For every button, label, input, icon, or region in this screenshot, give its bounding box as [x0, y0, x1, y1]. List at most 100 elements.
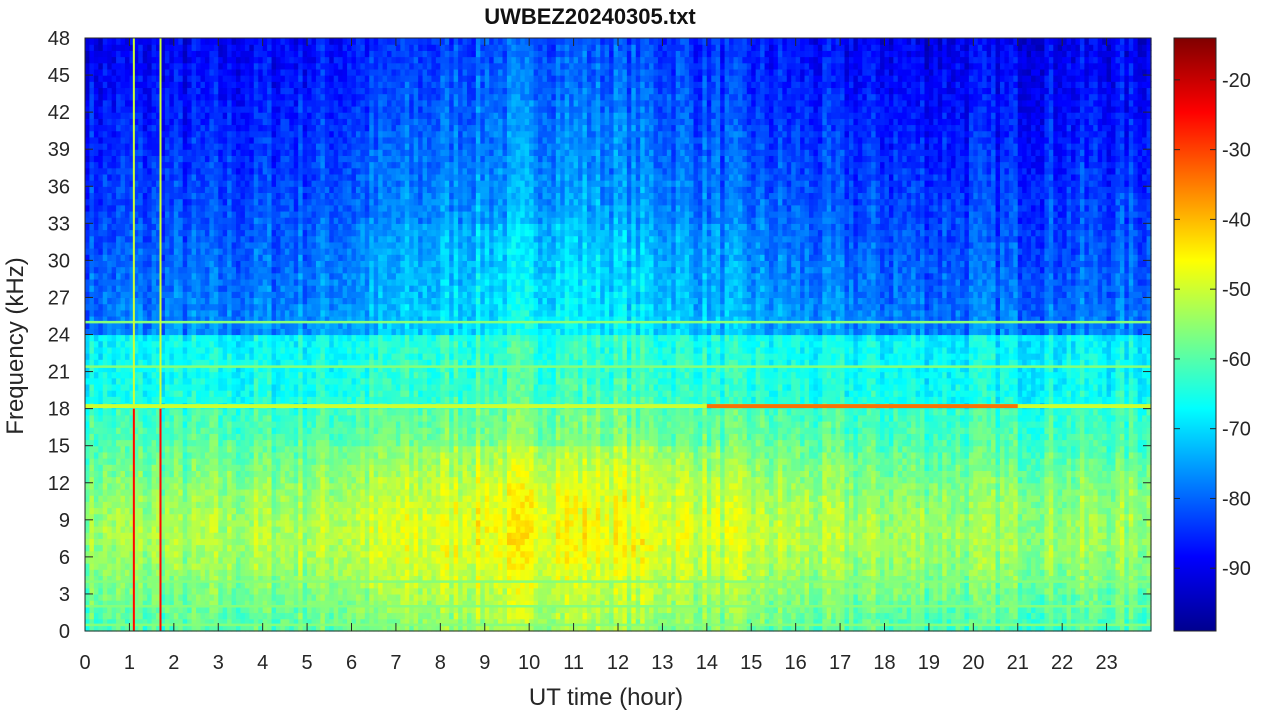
- heatmap-cell: [249, 458, 254, 465]
- heatmap-cell: [307, 520, 312, 527]
- heatmap-cell: [187, 477, 192, 484]
- heatmap-cell: [138, 100, 143, 107]
- heatmap-cell: [103, 390, 108, 397]
- heatmap-cell: [103, 538, 108, 545]
- heatmap-cell: [103, 421, 108, 428]
- heatmap-cell: [254, 612, 259, 619]
- heatmap-cell: [165, 520, 170, 527]
- heatmap-cell: [232, 520, 237, 527]
- heatmap-cell: [263, 186, 268, 193]
- heatmap-cell: [200, 248, 205, 255]
- heatmap-cell: [183, 545, 188, 552]
- heatmap-cell: [183, 279, 188, 286]
- heatmap-cell: [94, 199, 99, 206]
- heatmap-cell: [183, 124, 188, 131]
- heatmap-cell: [312, 199, 317, 206]
- heatmap-cell: [236, 304, 241, 311]
- heatmap-cell: [143, 143, 148, 150]
- heatmap-cell: [143, 242, 148, 249]
- heatmap-cell: [138, 211, 143, 218]
- heatmap-cell: [214, 223, 219, 230]
- heatmap-cell: [298, 409, 303, 416]
- heatmap-cell: [236, 106, 241, 113]
- heatmap-cell: [169, 390, 174, 397]
- heatmap-cell: [98, 131, 103, 138]
- heatmap-cell: [258, 192, 263, 199]
- heatmap-cell: [205, 390, 210, 397]
- heatmap-cell: [138, 347, 143, 354]
- heatmap-cell: [112, 285, 117, 292]
- heatmap-cell: [89, 279, 94, 286]
- heatmap-cell: [280, 588, 285, 595]
- heatmap-cell: [236, 50, 241, 57]
- heatmap-cell: [214, 100, 219, 107]
- heatmap-cell: [263, 223, 268, 230]
- heatmap-cell: [307, 118, 312, 125]
- heatmap-cell: [289, 87, 294, 94]
- heatmap-cell: [276, 427, 281, 434]
- heatmap-cell: [121, 477, 126, 484]
- heatmap-cell: [249, 149, 254, 156]
- heatmap-cell: [107, 464, 112, 471]
- heatmap-cell: [174, 409, 179, 416]
- heatmap-cell: [214, 551, 219, 558]
- heatmap-cell: [125, 341, 130, 348]
- heatmap-cell: [116, 446, 121, 453]
- heatmap-cell: [240, 106, 245, 113]
- heatmap-cell: [121, 440, 126, 447]
- heatmap-cell: [187, 483, 192, 490]
- heatmap-cell: [174, 489, 179, 496]
- heatmap-cell: [89, 149, 94, 156]
- heatmap-cell: [272, 131, 277, 138]
- heatmap-cell: [174, 180, 179, 187]
- heatmap-cell: [258, 384, 263, 391]
- heatmap-cell: [85, 409, 90, 416]
- heatmap-cell: [112, 415, 117, 422]
- heatmap-cell: [103, 612, 108, 619]
- heatmap-cell: [85, 279, 90, 286]
- heatmap-cell: [272, 415, 277, 422]
- heatmap-cell: [254, 155, 259, 162]
- heatmap-cell: [227, 75, 232, 82]
- heatmap-cell: [183, 409, 188, 416]
- heatmap-cell: [192, 57, 197, 64]
- heatmap-cell: [178, 291, 183, 298]
- heatmap-cell: [165, 372, 170, 379]
- heatmap-cell: [138, 106, 143, 113]
- heatmap-cell: [192, 217, 197, 224]
- heatmap-cell: [240, 38, 245, 45]
- heatmap-cell: [236, 390, 241, 397]
- heatmap-cell: [312, 75, 317, 82]
- heatmap-cell: [121, 162, 126, 169]
- heatmap-cell: [294, 353, 299, 360]
- heatmap-cell: [200, 186, 205, 193]
- heatmap-cell: [312, 149, 317, 156]
- heatmap-cell: [121, 137, 126, 144]
- heatmap-cell: [240, 446, 245, 453]
- heatmap-cell: [174, 612, 179, 619]
- heatmap-cell: [98, 464, 103, 471]
- heatmap-cell: [183, 291, 188, 298]
- heatmap-cell: [200, 143, 205, 150]
- heatmap-cell: [272, 341, 277, 348]
- heatmap-cell: [152, 464, 157, 471]
- heatmap-cell: [267, 267, 272, 274]
- heatmap-cell: [294, 396, 299, 403]
- heatmap-cell: [272, 273, 277, 280]
- heatmap-cell: [187, 378, 192, 385]
- heatmap-cell: [254, 229, 259, 236]
- heatmap-cell: [205, 100, 210, 107]
- heatmap-cell: [218, 112, 223, 119]
- heatmap-cell: [121, 248, 126, 255]
- heatmap-cell: [280, 285, 285, 292]
- heatmap-cell: [169, 168, 174, 175]
- heatmap-cell: [298, 180, 303, 187]
- heatmap-cell: [174, 594, 179, 601]
- heatmap-cell: [214, 409, 219, 416]
- heatmap-cell: [169, 131, 174, 138]
- heatmap-cell: [98, 545, 103, 552]
- heatmap-cell: [112, 507, 117, 514]
- heatmap-cell: [294, 57, 299, 64]
- heatmap-cell: [276, 557, 281, 564]
- heatmap-cell: [200, 162, 205, 169]
